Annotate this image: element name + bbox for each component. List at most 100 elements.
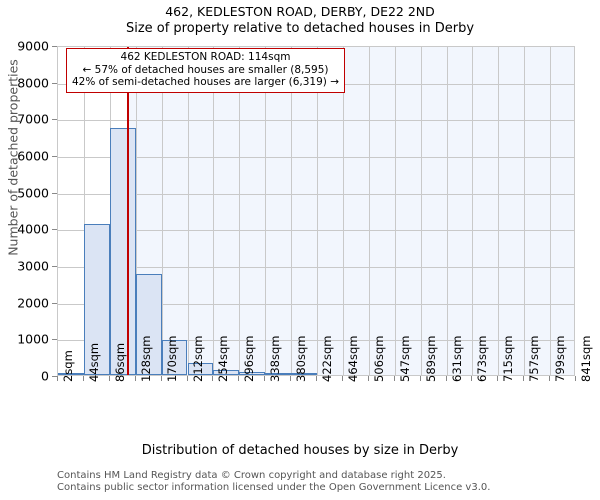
chart-subtitle: Size of property relative to detached ho…	[125, 21, 475, 36]
x-axis-tick-label: 212sqm	[190, 335, 205, 382]
y-axis-tick-label: 8000	[17, 75, 49, 91]
x-axis-tick	[575, 376, 576, 381]
grid-line-vertical	[420, 47, 422, 375]
y-axis-tick	[52, 119, 57, 121]
grid-line-vertical	[550, 47, 552, 375]
x-axis-tick	[367, 376, 369, 381]
x-axis-tick-label: 86sqm	[112, 342, 127, 382]
grid-line-vertical	[524, 47, 526, 375]
grid-line-vertical	[394, 47, 396, 375]
x-axis-tick-label: 589sqm	[423, 335, 438, 382]
grid-line-vertical	[472, 47, 474, 375]
x-axis-tick-label: 547sqm	[397, 335, 412, 382]
footer-attribution: Contains HM Land Registry data © Crown c…	[57, 470, 490, 494]
x-axis-tick-label: 296sqm	[242, 335, 257, 382]
x-axis-tick	[82, 376, 84, 381]
grid-line-horizontal	[58, 303, 574, 305]
y-axis-tick-label: 0	[41, 368, 49, 384]
grid-line-vertical	[187, 47, 189, 375]
x-axis-tick	[212, 376, 214, 381]
grid-line-vertical	[368, 47, 370, 375]
histogram-bar	[213, 370, 240, 375]
y-axis-tick-label: 2000	[17, 295, 49, 311]
x-axis-tick	[549, 376, 551, 381]
grid-line-vertical	[291, 47, 293, 375]
x-axis-tick-label: 757sqm	[527, 335, 542, 382]
x-axis-tick-label: 715sqm	[501, 335, 516, 382]
x-axis-tick	[471, 376, 473, 381]
grid-line-vertical	[446, 47, 448, 375]
grid-line-vertical	[161, 47, 163, 375]
y-axis-tick-label: 6000	[17, 148, 49, 164]
histogram-bar	[265, 373, 292, 375]
y-axis-tick	[52, 156, 57, 157]
page-title: 462, KEDLESTON ROAD, DERBY, DE22 2ND	[165, 4, 435, 19]
x-axis-tick-label: 338sqm	[268, 335, 283, 382]
grid-line-vertical	[135, 47, 137, 375]
x-axis-tick-label: 128sqm	[138, 335, 153, 382]
grid-line-vertical	[83, 47, 85, 375]
x-axis-tick-label: 799sqm	[553, 335, 568, 382]
x-axis-title: Distribution of detached houses by size …	[141, 443, 459, 458]
histogram-bar	[109, 127, 136, 375]
shaded-larger-region	[127, 47, 574, 375]
plot-area	[57, 46, 575, 376]
x-axis-tick	[316, 376, 317, 381]
annotation-line-2: ← 57% of detached houses are smaller (8,…	[82, 63, 329, 76]
x-axis-tick	[264, 376, 266, 381]
y-axis-tick	[52, 339, 57, 341]
x-axis-tick	[445, 376, 447, 381]
y-axis-tick	[52, 376, 57, 377]
grid-line-horizontal	[58, 120, 574, 122]
grid-line-vertical	[317, 47, 318, 375]
grid-line-horizontal	[58, 193, 574, 195]
y-axis-tick	[52, 266, 57, 267]
histogram-bar	[239, 372, 266, 375]
grid-line-vertical	[239, 47, 241, 375]
annotation-box: 462 KEDLESTON ROAD: 114sqm ← 57% of deta…	[66, 48, 345, 93]
grid-line-vertical	[213, 47, 215, 375]
histogram-bar	[187, 362, 214, 375]
grid-line-vertical	[265, 47, 267, 375]
x-axis-tick	[341, 376, 343, 381]
y-axis-tick-label: 9000	[17, 38, 49, 54]
histogram-bar	[135, 274, 162, 375]
x-axis-tick	[186, 376, 188, 381]
x-axis-tick-label: 170sqm	[164, 335, 179, 382]
y-axis-tick	[52, 229, 57, 231]
x-axis-tick-label: 44sqm	[86, 342, 101, 382]
y-axis-tick	[52, 82, 57, 84]
x-axis-tick-label: 254sqm	[216, 335, 231, 382]
x-axis-tick	[419, 376, 421, 381]
annotation-line-3: 42% of semi-detached houses are larger (…	[71, 76, 339, 88]
grid-line-horizontal	[58, 230, 574, 232]
y-axis-tick	[52, 192, 57, 194]
x-axis-tick-label: 841sqm	[579, 335, 593, 382]
x-axis-tick	[497, 376, 499, 381]
x-axis-tick	[393, 376, 395, 381]
x-axis-tick-label: 673sqm	[475, 335, 490, 382]
y-axis-tick-label: 5000	[17, 185, 49, 201]
histogram-bar	[291, 373, 317, 375]
histogram-bar	[58, 373, 84, 375]
x-axis-tick	[238, 376, 240, 381]
property-marker-line	[127, 47, 129, 375]
x-axis-tick-label: 2sqm	[61, 350, 75, 382]
y-axis-tick-label: 4000	[17, 221, 49, 237]
y-axis-tick-label: 7000	[17, 111, 49, 127]
x-axis-tick	[57, 376, 58, 381]
grid-line-vertical	[498, 47, 500, 375]
grid-line-horizontal	[58, 157, 574, 158]
x-axis-tick	[160, 376, 162, 381]
histogram-bar	[83, 223, 110, 375]
x-axis-tick-label: 422sqm	[320, 335, 334, 382]
x-axis-tick	[290, 376, 292, 381]
x-axis-tick	[108, 376, 110, 381]
x-axis-tick-label: 506sqm	[371, 335, 386, 382]
x-axis-tick-label: 464sqm	[345, 335, 360, 382]
y-axis-tick-label: 3000	[17, 258, 49, 274]
y-axis-tick	[52, 46, 57, 47]
x-axis-tick	[134, 376, 136, 381]
y-axis-tick	[52, 302, 57, 304]
